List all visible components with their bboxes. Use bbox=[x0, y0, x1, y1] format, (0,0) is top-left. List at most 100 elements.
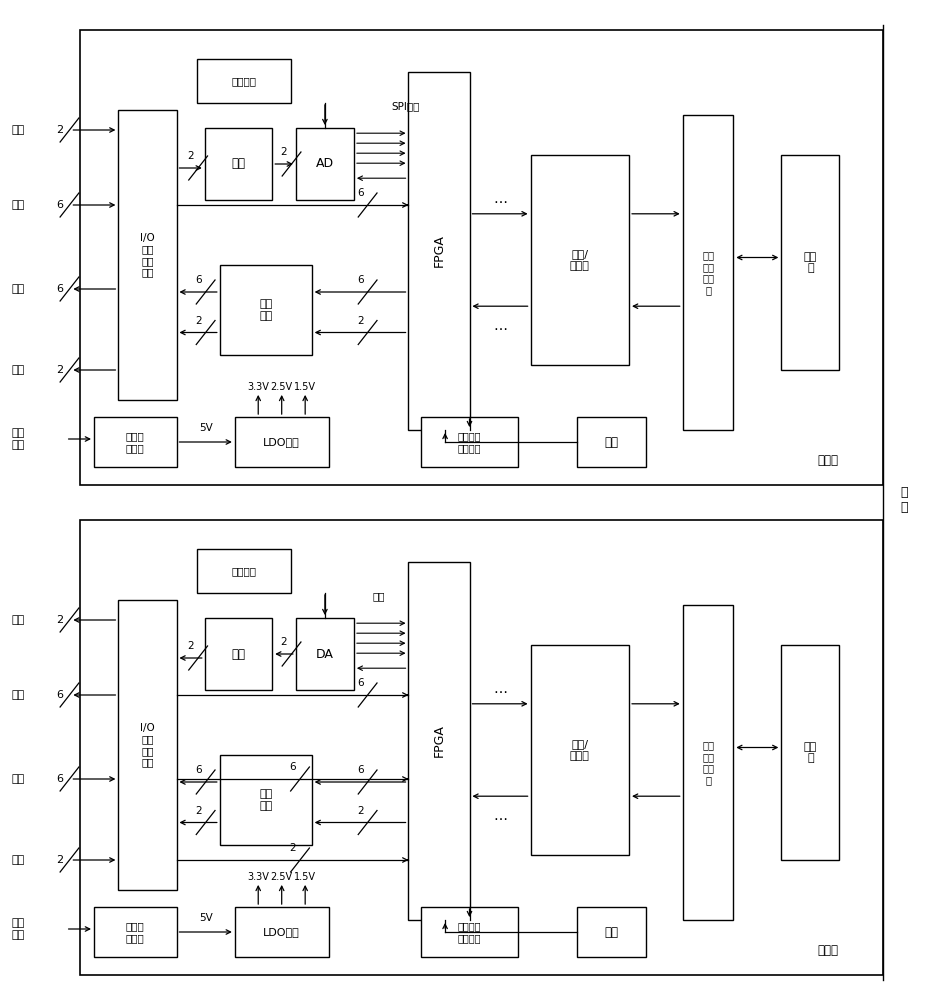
Text: 数据: 数据 bbox=[11, 690, 24, 700]
Text: 2: 2 bbox=[194, 316, 202, 326]
Bar bbox=[197, 59, 291, 103]
Text: LDO稳压: LDO稳压 bbox=[263, 927, 300, 937]
Bar bbox=[94, 417, 177, 467]
Text: 电平
转换: 电平 转换 bbox=[259, 299, 272, 321]
Text: 运放: 运放 bbox=[232, 648, 245, 660]
Text: 3.3V: 3.3V bbox=[247, 872, 269, 882]
Text: 光模
块接
口端
子: 光模 块接 口端 子 bbox=[702, 250, 714, 295]
Bar bbox=[683, 605, 733, 920]
Text: 2: 2 bbox=[56, 855, 64, 865]
Text: 配置编程
接口端子: 配置编程 接口端子 bbox=[457, 431, 482, 453]
Bar bbox=[235, 907, 329, 957]
Bar bbox=[220, 265, 312, 355]
Text: 2: 2 bbox=[357, 806, 363, 816]
Text: …: … bbox=[493, 809, 507, 823]
Text: AD: AD bbox=[316, 157, 334, 170]
Text: 6: 6 bbox=[56, 690, 63, 700]
Text: 光模
块: 光模 块 bbox=[804, 252, 817, 273]
Bar bbox=[118, 110, 177, 400]
Text: SPI接口: SPI接口 bbox=[392, 101, 420, 111]
Text: 2: 2 bbox=[187, 151, 194, 161]
Text: 数据: 数据 bbox=[11, 284, 24, 294]
Text: 输入
电源: 输入 电源 bbox=[11, 428, 24, 450]
Text: 6: 6 bbox=[56, 284, 63, 294]
Bar bbox=[220, 755, 312, 845]
Text: 6: 6 bbox=[289, 762, 296, 772]
Text: 数据: 数据 bbox=[11, 774, 24, 784]
Text: 2: 2 bbox=[194, 806, 202, 816]
Text: 2: 2 bbox=[281, 147, 287, 157]
Text: 现场端: 现场端 bbox=[817, 454, 838, 467]
Text: 光模
块: 光模 块 bbox=[804, 742, 817, 763]
Bar bbox=[118, 600, 177, 890]
Text: FPGA: FPGA bbox=[433, 235, 445, 267]
Text: 数据: 数据 bbox=[11, 200, 24, 210]
Text: 配置编程
接口端子: 配置编程 接口端子 bbox=[457, 921, 482, 943]
Text: FPGA: FPGA bbox=[433, 725, 445, 757]
Text: 光
纤: 光 纤 bbox=[901, 486, 908, 514]
Text: 6: 6 bbox=[357, 678, 363, 688]
Text: 脉冲: 脉冲 bbox=[11, 365, 24, 375]
Bar bbox=[296, 618, 354, 690]
Text: 6: 6 bbox=[194, 765, 202, 775]
Text: 6: 6 bbox=[56, 774, 63, 784]
Text: LDO稳压: LDO稳压 bbox=[263, 437, 300, 447]
Text: 参考电压: 参考电压 bbox=[232, 76, 256, 86]
Text: 2: 2 bbox=[289, 843, 296, 853]
Text: 6: 6 bbox=[194, 275, 202, 285]
Text: 3.3V: 3.3V bbox=[247, 382, 269, 392]
Text: 6: 6 bbox=[56, 200, 63, 210]
Text: 5V: 5V bbox=[199, 423, 212, 433]
Text: 2: 2 bbox=[281, 637, 287, 647]
Bar bbox=[577, 417, 646, 467]
Text: DA: DA bbox=[316, 648, 334, 660]
Bar bbox=[781, 155, 839, 370]
Bar bbox=[781, 645, 839, 860]
Bar bbox=[235, 417, 329, 467]
Text: 6: 6 bbox=[357, 275, 363, 285]
Text: 2: 2 bbox=[357, 316, 363, 326]
Bar bbox=[421, 417, 518, 467]
Bar bbox=[577, 907, 646, 957]
Text: …: … bbox=[493, 319, 507, 333]
Text: 电平
转换: 电平 转换 bbox=[259, 789, 272, 811]
Text: I/O
信号
接口
端子: I/O 信号 接口 端子 bbox=[140, 233, 155, 277]
Text: 2.5V: 2.5V bbox=[270, 382, 293, 392]
Text: 晶振: 晶振 bbox=[605, 436, 618, 448]
Text: 输入
电源: 输入 电源 bbox=[11, 918, 24, 940]
Bar bbox=[683, 115, 733, 430]
Bar bbox=[421, 907, 518, 957]
Text: …: … bbox=[493, 682, 507, 696]
Text: 脉冲: 脉冲 bbox=[11, 855, 24, 865]
Text: 输入电
源接口: 输入电 源接口 bbox=[126, 921, 145, 943]
Bar bbox=[408, 72, 470, 430]
Bar bbox=[205, 618, 272, 690]
Text: 电压: 电压 bbox=[11, 125, 24, 135]
Text: 晶振: 晶振 bbox=[605, 926, 618, 938]
Text: 5V: 5V bbox=[199, 913, 212, 923]
Text: 光模
块接
口端
子: 光模 块接 口端 子 bbox=[702, 740, 714, 785]
Text: 1.5V: 1.5V bbox=[294, 382, 316, 392]
Bar bbox=[531, 645, 629, 855]
Text: …: … bbox=[493, 192, 507, 206]
Text: 串化/
解串器: 串化/ 解串器 bbox=[570, 739, 590, 761]
Bar bbox=[408, 562, 470, 920]
Text: 控制端: 控制端 bbox=[817, 944, 838, 957]
Text: 2.5V: 2.5V bbox=[270, 872, 293, 882]
Text: 2: 2 bbox=[187, 641, 194, 651]
Text: I/O
信号
接口
端子: I/O 信号 接口 端子 bbox=[140, 723, 155, 767]
Text: 2: 2 bbox=[56, 365, 64, 375]
Text: 电压: 电压 bbox=[11, 615, 24, 625]
Text: 参考电压: 参考电压 bbox=[232, 566, 256, 576]
Text: 6: 6 bbox=[357, 188, 363, 198]
Bar bbox=[94, 907, 177, 957]
Bar bbox=[80, 30, 883, 485]
Text: 6: 6 bbox=[357, 765, 363, 775]
Text: 串口: 串口 bbox=[373, 591, 385, 601]
Text: 串化/
解串器: 串化/ 解串器 bbox=[570, 249, 590, 271]
Text: 2: 2 bbox=[56, 125, 64, 135]
Text: 2: 2 bbox=[56, 615, 64, 625]
Text: 1.5V: 1.5V bbox=[294, 872, 316, 882]
Bar bbox=[80, 520, 883, 975]
Bar bbox=[296, 128, 354, 200]
